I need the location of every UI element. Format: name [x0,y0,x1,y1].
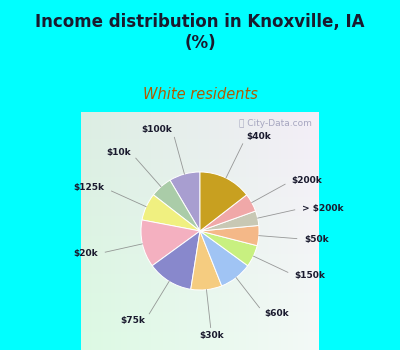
Text: $30k: $30k [199,331,224,340]
Text: > $200k: > $200k [302,204,344,213]
Wedge shape [153,180,200,231]
Text: $40k: $40k [246,132,271,141]
Wedge shape [142,195,200,231]
Wedge shape [170,172,200,231]
Text: $100k: $100k [142,126,172,134]
Text: $75k: $75k [120,316,145,325]
Text: White residents: White residents [142,87,258,102]
Text: $60k: $60k [264,309,289,318]
Wedge shape [200,231,248,286]
Text: $200k: $200k [292,176,322,185]
Wedge shape [200,172,247,231]
Text: $50k: $50k [304,235,329,244]
Text: $125k: $125k [74,183,104,192]
Wedge shape [152,231,200,289]
Wedge shape [191,231,222,290]
Wedge shape [200,225,259,246]
Text: ⓘ City-Data.com: ⓘ City-Data.com [239,119,312,128]
Text: $10k: $10k [106,148,131,157]
Wedge shape [200,231,257,266]
Wedge shape [200,195,256,231]
Text: Income distribution in Knoxville, IA
(%): Income distribution in Knoxville, IA (%) [35,13,365,52]
Text: $150k: $150k [295,271,326,280]
Wedge shape [141,220,200,266]
Wedge shape [200,211,259,231]
Text: $20k: $20k [73,249,98,258]
